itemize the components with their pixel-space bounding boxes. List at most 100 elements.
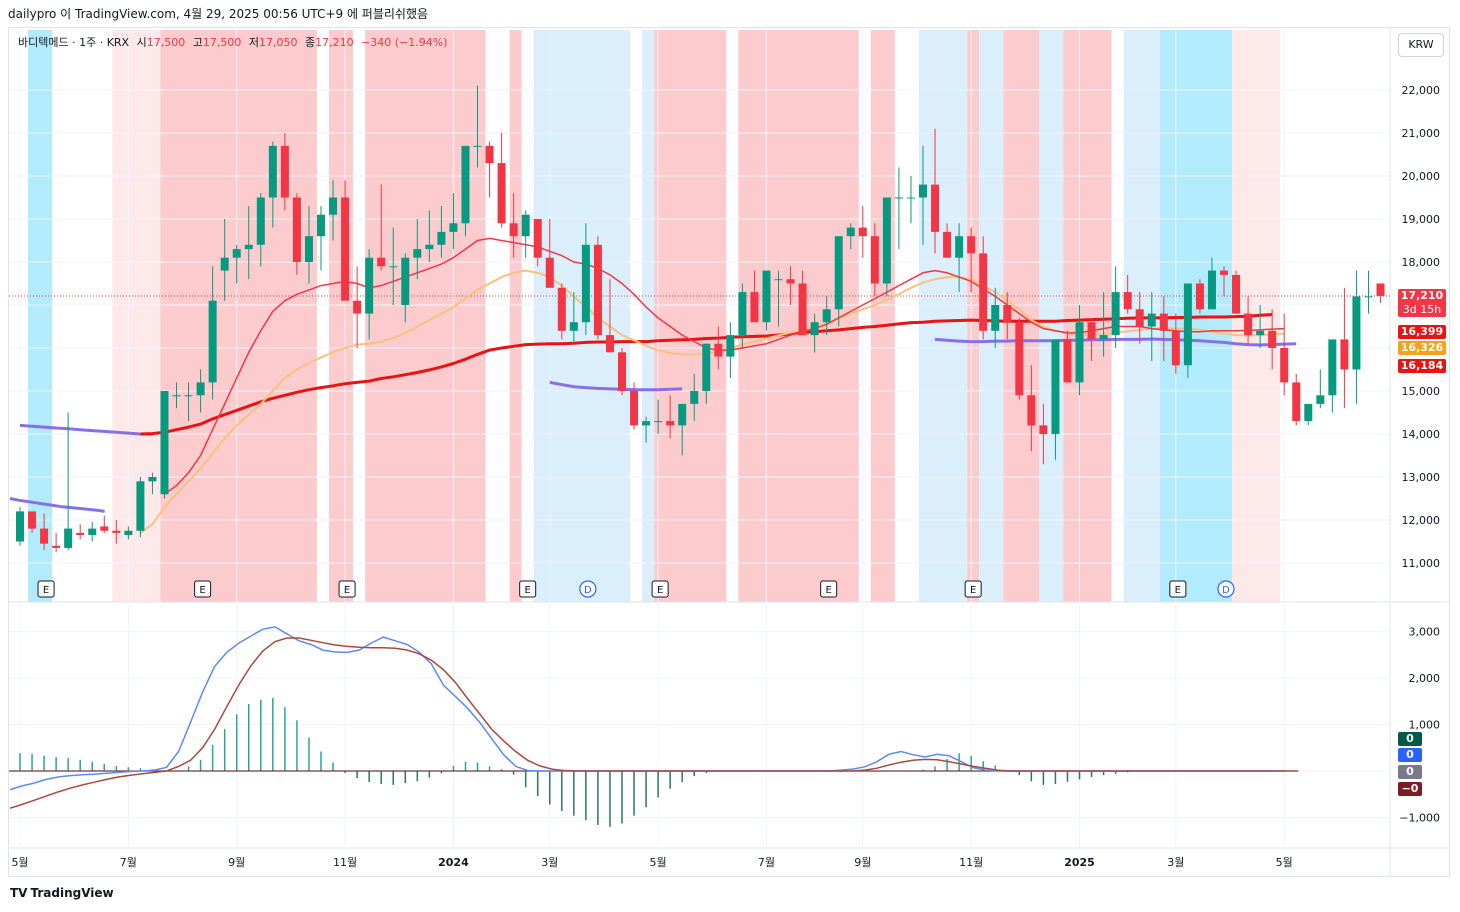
candle-body xyxy=(196,382,205,396)
macd-axis-tag: 0 xyxy=(1398,732,1422,746)
candle-body xyxy=(329,197,338,215)
earnings-marker xyxy=(651,580,669,598)
time-tick-label: 3월 xyxy=(1167,856,1184,869)
time-tick-label: 5월 xyxy=(11,856,28,869)
change-value: −340 (−1.94%) xyxy=(361,36,448,49)
candle-body xyxy=(605,335,614,353)
symbol-legend: 바디텍메드 · 1주 · KRX 시17,500 고17,500 저17,050… xyxy=(18,34,448,50)
candle-body xyxy=(184,395,193,397)
candle-body xyxy=(1195,283,1204,310)
earnings-marker-label: E xyxy=(1175,585,1181,596)
candle-body xyxy=(40,528,49,544)
candle-body xyxy=(401,257,410,305)
candle-body xyxy=(1039,425,1048,434)
macd-tick-label: 1,000 xyxy=(1409,719,1441,732)
time-axis: 5월 7월 9월 11월 2024 3월 5월 7월 9월 11월 2025 3월 5월 xyxy=(11,856,1292,869)
macd-axis-tag: 0 xyxy=(1398,765,1422,779)
bg-zone-red xyxy=(365,30,486,602)
candle-body xyxy=(88,528,97,536)
bg-zone-red xyxy=(1063,30,1112,602)
price-grid xyxy=(9,28,1449,876)
close-value: 17,210 xyxy=(315,36,354,49)
time-tick-label: 5월 xyxy=(650,856,667,869)
candle-body xyxy=(208,300,217,383)
candle-body xyxy=(353,300,362,314)
bg-zone-pink xyxy=(112,30,161,602)
macd-line xyxy=(9,626,1287,791)
candle-body xyxy=(822,309,831,323)
candle-body xyxy=(1268,330,1277,348)
high-value: 17,500 xyxy=(202,36,242,49)
dividend-marker-label: D xyxy=(584,585,592,596)
macd-tick-label: −1,000 xyxy=(1399,812,1440,825)
time-tick-label: 3월 xyxy=(541,856,558,869)
signal-line xyxy=(9,637,1299,809)
candle-body xyxy=(365,257,374,314)
background-zones xyxy=(28,30,1281,602)
bg-zone-red xyxy=(870,30,895,602)
candle-body xyxy=(834,236,843,310)
price-axis-tag: 17,210 3d 15h xyxy=(1398,289,1446,317)
candle-body xyxy=(100,526,109,531)
candle-body xyxy=(1171,330,1180,366)
candle-body xyxy=(1340,339,1349,370)
candle-body xyxy=(473,145,482,147)
candle-body xyxy=(581,244,590,323)
candles xyxy=(16,85,1385,553)
candle-body xyxy=(630,391,639,426)
candle-body xyxy=(1256,330,1265,336)
candle-body xyxy=(244,244,253,250)
candle-body xyxy=(726,335,735,357)
candle-body xyxy=(1352,296,1361,370)
candle-body xyxy=(846,227,855,237)
candle-body xyxy=(1135,309,1144,327)
candle-body xyxy=(906,197,915,199)
macd-tick-label: 3,000 xyxy=(1409,626,1441,639)
tradingview-footer[interactable]: TV TradingView xyxy=(10,886,114,900)
candle-body xyxy=(280,145,289,198)
candle-body xyxy=(449,223,458,232)
earnings-marker xyxy=(820,580,838,598)
dividend-marker xyxy=(579,580,597,598)
dividend-marker xyxy=(1217,580,1235,598)
candle-body xyxy=(232,249,241,258)
candle-body xyxy=(413,249,422,258)
price-axis-tag: 16,399 xyxy=(1398,325,1446,339)
candle-body xyxy=(497,163,506,224)
price-tick-label: 22,000 xyxy=(1402,84,1441,97)
candle-body xyxy=(810,322,819,336)
candle-body xyxy=(1123,292,1132,310)
candle-body xyxy=(569,322,578,331)
candle-body xyxy=(919,184,927,198)
price-tick-label: 12,000 xyxy=(1402,514,1441,527)
candle-body xyxy=(1015,322,1024,396)
candle-body xyxy=(1304,403,1313,422)
chart-frame xyxy=(8,27,1450,877)
candle-body xyxy=(618,352,626,391)
price-tick-label: 13,000 xyxy=(1402,471,1441,484)
macd-pane: 3,000 2,000 1,000 −1,000 xyxy=(9,626,1440,827)
candle-body xyxy=(1087,322,1096,340)
price-axis-tag: 16,184 xyxy=(1398,359,1446,373)
candle-body xyxy=(533,219,542,258)
currency-button[interactable]: KRW xyxy=(1398,33,1444,57)
candle-body xyxy=(377,257,386,267)
candle-body xyxy=(341,197,350,301)
bg-zone-blue xyxy=(533,30,631,602)
candle-body xyxy=(124,530,133,536)
candle-body xyxy=(774,279,783,281)
time-tick-label: 7월 xyxy=(758,856,775,869)
time-tick-label: 7월 xyxy=(120,856,137,869)
candle-body xyxy=(1063,339,1072,383)
earnings-marker xyxy=(519,580,537,598)
bg-zone-red xyxy=(967,30,980,602)
candle-body xyxy=(858,227,867,237)
candle-body xyxy=(750,292,759,323)
line-ema_slow xyxy=(140,313,1273,436)
candle-body xyxy=(1159,313,1168,331)
candle-body xyxy=(28,511,37,529)
macd-tick-label: 2,000 xyxy=(1409,672,1441,685)
candle-body xyxy=(425,244,434,250)
candle-body xyxy=(678,403,687,426)
